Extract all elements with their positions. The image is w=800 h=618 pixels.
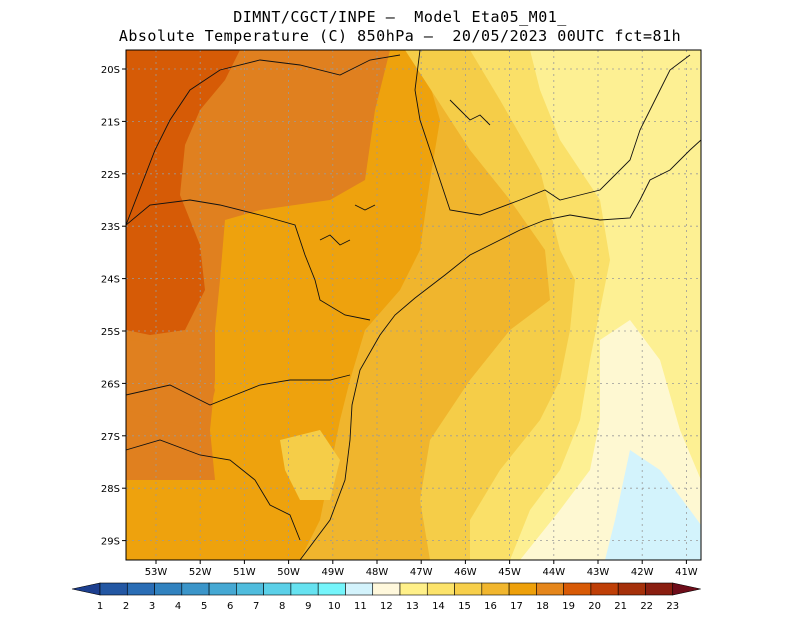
colorbar-label: 2 [123, 601, 129, 612]
lon-tick-label: 47W [410, 567, 433, 578]
colorbar-label: 20 [588, 601, 601, 612]
border-north [126, 199, 371, 321]
colorbar-swatch [426, 582, 455, 596]
lake-3 [354, 204, 376, 211]
border-west [126, 54, 401, 226]
border-south-2 [126, 439, 301, 541]
map-title-line-2: Absolute Temperature (C) 850hPa – 20/05/… [118, 27, 682, 45]
lon-tick-label: 53W [145, 567, 168, 578]
graticule [126, 50, 701, 560]
colorbar-swatch [617, 582, 646, 596]
colorbar-swatch [590, 582, 619, 596]
lon-tick-label: 46W [454, 567, 477, 578]
lon-tick-label: 48W [366, 567, 389, 578]
colorbar-label: 15 [458, 601, 471, 612]
lon-tick-label: 50W [277, 567, 300, 578]
lake-1 [449, 99, 491, 126]
colorbar-swatch [399, 582, 428, 596]
colorbar-swatch [645, 582, 674, 596]
colorbar-swatch [154, 582, 183, 596]
map-title-line-1: DIMNT/CGCT/INPE – Model Eta05_M01_ [233, 8, 567, 26]
colorbar-label: 19 [562, 601, 575, 612]
field-zone-11 [605, 450, 701, 560]
lon-tick-label: 52W [189, 567, 212, 578]
colorbar-label: 5 [201, 601, 207, 612]
colorbar-swatch [126, 582, 155, 596]
lon-tick-label: 41W [675, 567, 698, 578]
colorbar-arrow-low [71, 582, 101, 596]
colorbar-swatch [317, 582, 346, 596]
colorbar-arrow-high [672, 582, 701, 596]
colorbar-swatch [536, 582, 564, 596]
latitude-axis: 20S 21S 22S 23S 24S 25S 26S 27S 28S 29S [101, 65, 126, 548]
lat-tick-label: 28S [101, 484, 120, 495]
colorbar-label: 13 [406, 601, 419, 612]
colorbar-swatch [290, 582, 319, 596]
colorbar-swatch [372, 582, 401, 596]
lon-tick-label: 44W [542, 567, 565, 578]
coastline-and-borders [126, 50, 701, 560]
colorbar-label: 10 [328, 601, 341, 612]
colorbar-label: 18 [536, 601, 549, 612]
lat-tick-label: 27S [101, 432, 120, 443]
colorbar-swatch [181, 582, 210, 596]
lat-tick-label: 20S [101, 65, 120, 76]
lat-tick-label: 25S [101, 327, 120, 338]
lat-tick-label: 26S [101, 379, 120, 390]
colorbar-swatch [263, 582, 292, 596]
coastline [299, 139, 701, 560]
lat-tick-label: 21S [101, 117, 120, 128]
lon-tick-label: 51W [233, 567, 256, 578]
colorbar-label: 22 [640, 601, 653, 612]
lon-tick-label: 49W [321, 567, 344, 578]
field-patch-15-inland [280, 430, 340, 500]
colorbar-swatch [208, 582, 237, 596]
colorbar-label: 14 [432, 601, 445, 612]
colorbar-swatch [345, 582, 374, 596]
lon-tick-label: 42W [631, 567, 654, 578]
colorbar-label: 9 [305, 601, 311, 612]
lat-tick-label: 29S [101, 537, 120, 548]
lat-tick-label: 22S [101, 170, 120, 181]
colorbar-label: 3 [149, 601, 155, 612]
lake-2 [319, 234, 351, 246]
colorbar-label: 16 [484, 601, 497, 612]
map-frame [125, 49, 702, 561]
colorbar: 1 2 3 4 5 6 7 8 9 10 11 12 13 14 15 16 17 18 19 20 21 22 23 [71, 582, 701, 612]
colorbar-label: 12 [380, 601, 393, 612]
colorbar-label: 23 [666, 601, 679, 612]
colorbar-label: 1 [97, 601, 103, 612]
colorbar-swatch [236, 582, 264, 596]
lat-tick-label: 24S [101, 275, 120, 286]
colorbar-label: 4 [175, 601, 181, 612]
lon-tick-label: 43W [587, 567, 610, 578]
border-south-1 [126, 374, 351, 406]
colorbar-label: 17 [510, 601, 523, 612]
colorbar-swatch [508, 582, 537, 596]
colorbar-label: 21 [614, 601, 627, 612]
colorbar-label: 11 [354, 601, 367, 612]
colorbar-swatch [454, 582, 483, 596]
colorbar-swatch [563, 582, 592, 596]
field-zone-19 [126, 50, 240, 335]
temperature-field [126, 50, 701, 560]
colorbar-swatch [481, 582, 510, 596]
lon-tick-label: 45W [498, 567, 521, 578]
border-east [414, 50, 691, 216]
longitude-axis: 53W 52W 51W 50W 49W 48W 47W 46W 45W 44W 43W 42W 41W [145, 560, 698, 578]
colorbar-label: 6 [227, 601, 233, 612]
colorbar-swatch [99, 582, 128, 596]
colorbar-label: 7 [253, 601, 259, 612]
lat-tick-label: 23S [101, 222, 120, 233]
colorbar-label: 8 [279, 601, 285, 612]
